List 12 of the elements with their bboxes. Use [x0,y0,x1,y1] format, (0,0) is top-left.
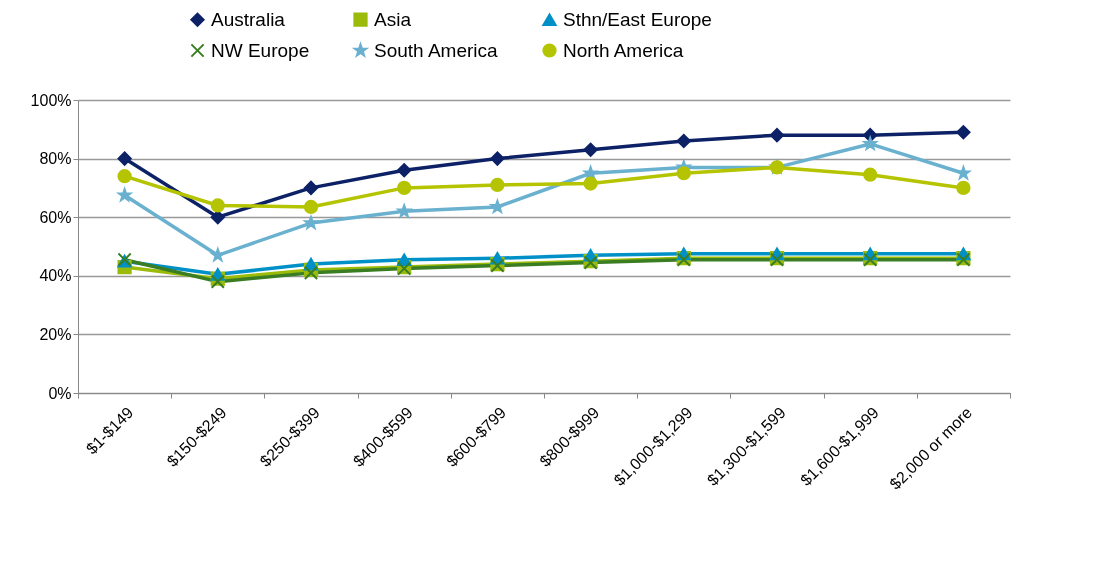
y-tick-label: 20% [39,325,72,343]
y-tick-label: 60% [39,208,72,226]
legend-label: North America [563,39,684,61]
legend-label: Sthn/East Europe [563,8,712,30]
y-tick-label: 80% [39,150,72,168]
y-tick-label: 0% [48,384,72,402]
y-tick-label: 100% [30,91,72,109]
legend-label: NW Europe [211,39,310,61]
legend-label: South America [374,39,498,61]
legend-label: Australia [211,8,286,30]
legend-label: Asia [374,8,412,30]
y-tick-label: 40% [39,267,72,285]
